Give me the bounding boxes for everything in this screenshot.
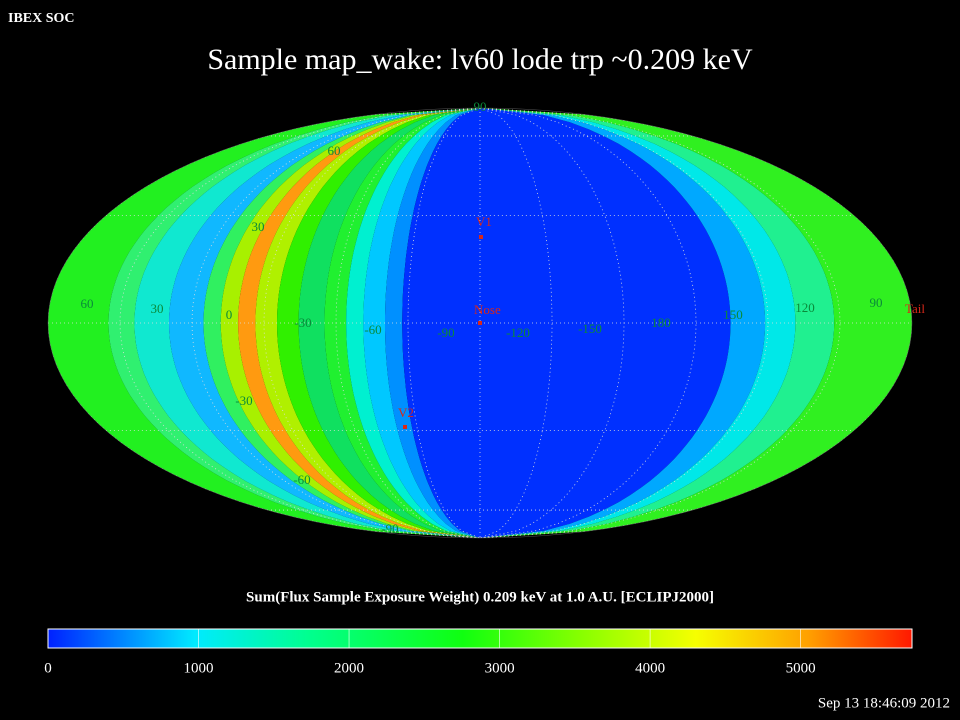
marker-dot (479, 235, 483, 239)
map-band (480, 108, 912, 538)
colorbar-tick-label: 4000 (635, 660, 665, 676)
marker-label: Nose (474, 302, 501, 317)
marker-dot (403, 425, 407, 429)
colorbar-ticks: 0 1000 2000 3000 4000 5000 (44, 629, 816, 676)
meridian (479, 108, 553, 538)
longitude-label: 60 (81, 296, 94, 311)
colorbar (47, 628, 913, 649)
map-band (324, 108, 480, 538)
latitude-label: -90 (381, 521, 398, 536)
map-band (298, 108, 480, 538)
marker-label: V1 (476, 214, 492, 229)
timestamp: Sep 13 18:46:09 2012 (818, 695, 950, 711)
title: Sample map_wake: lv60 lode trp ~0.209 ke… (207, 43, 753, 76)
longitude-label: 180 (651, 315, 671, 330)
longitude-label: 90 (870, 295, 883, 310)
longitude-label: -150 (578, 321, 602, 336)
latitude-label: 90 (474, 99, 487, 114)
marker-label: V2 (398, 405, 414, 420)
colorbar-tick-label: 0 (44, 660, 52, 676)
map-band (402, 108, 731, 538)
longitude-label: -30 (294, 315, 311, 330)
colorbar-tick-label: 5000 (786, 660, 816, 676)
marker-label: Tail (905, 301, 925, 316)
longitude-label: -60 (364, 322, 381, 337)
colorbar-tick-label: 1000 (184, 660, 214, 676)
map-outline (47, 107, 913, 539)
map-labels: 60 30 0 -30 -60 -90 -120 -150 180 150 120 90 90 60 30 -… (81, 99, 926, 536)
longitude-label: 150 (723, 307, 743, 322)
longitude-label: 30 (151, 301, 164, 316)
longitude-label: -120 (506, 325, 530, 340)
map-band (385, 108, 480, 538)
map-band (48, 108, 480, 538)
longitude-label: 120 (795, 300, 815, 315)
map-band (363, 108, 480, 538)
colorbar-tick-label: 3000 (485, 660, 515, 676)
latitude-label: -60 (293, 472, 310, 487)
colorbar-tick-label: 2000 (334, 660, 364, 676)
colorbar-title: Sum(Flux Sample Exposure Weight) 0.209 k… (246, 589, 714, 605)
latitude-label: 60 (328, 143, 341, 158)
sky-map (48, 108, 912, 538)
meridian (407, 108, 481, 538)
longitude-label: -90 (437, 325, 454, 340)
latitude-label: -30 (235, 393, 252, 408)
marker-dot (478, 321, 482, 325)
latitude-label: 30 (252, 219, 265, 234)
header: IBEX SOC (8, 11, 75, 26)
longitude-label: 0 (226, 307, 233, 322)
